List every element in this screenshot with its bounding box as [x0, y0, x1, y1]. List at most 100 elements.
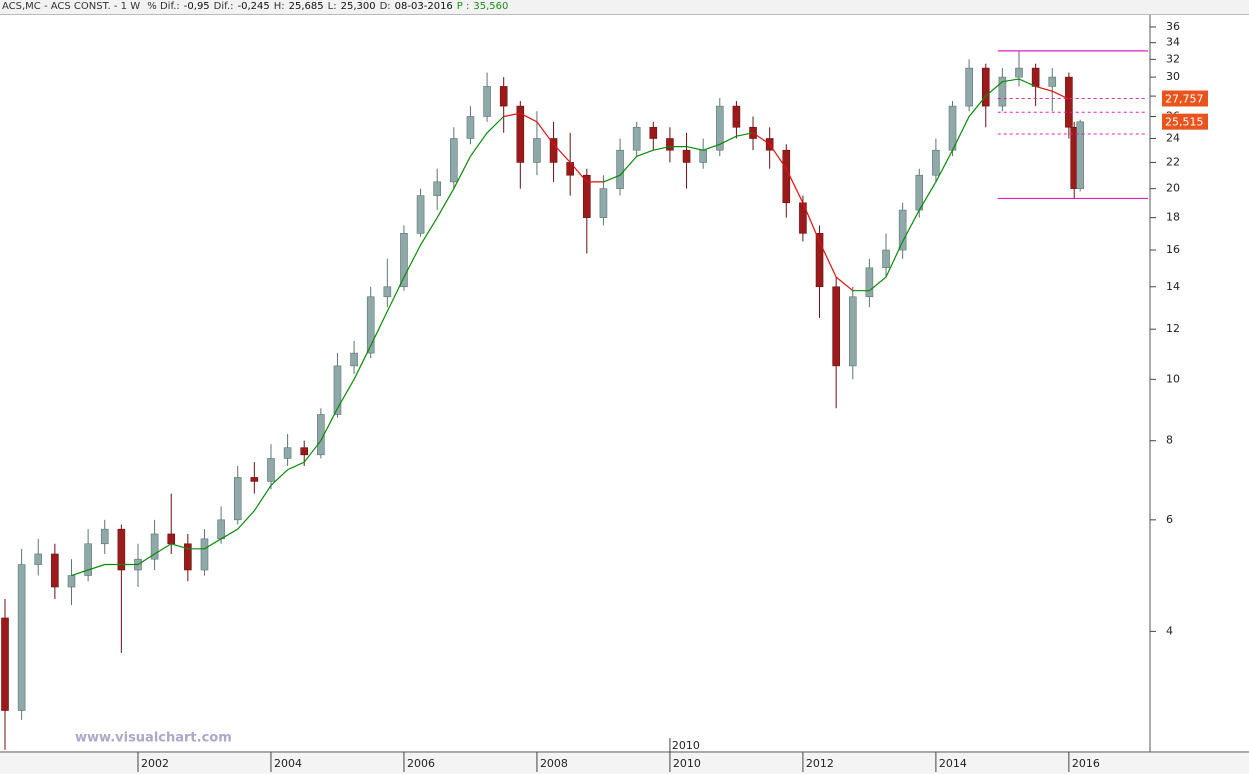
x-axis-band [0, 753, 1249, 774]
candle-body [34, 553, 43, 565]
watermark: www.visualchart.com [75, 731, 232, 746]
candle-body [466, 116, 475, 139]
candle-body [433, 181, 442, 196]
y-tick-label: 8 [1166, 434, 1173, 447]
candle-body [483, 86, 491, 117]
header-label: D: [379, 1, 391, 12]
candle-body [117, 528, 126, 571]
y-tick-label: 30 [1166, 70, 1180, 83]
price-tag-label: 25,515 [1165, 116, 1204, 129]
x-tick-label: 2006 [407, 757, 435, 770]
y-tick-label: 32 [1166, 52, 1180, 65]
header-value: 25,300 [340, 1, 376, 12]
y-tick-label: 18 [1166, 211, 1180, 224]
y-tick-label: 34 [1166, 36, 1180, 49]
candle-body [200, 538, 209, 571]
candle-body [649, 126, 658, 139]
y-tick-label: 10 [1166, 372, 1180, 385]
candle-body [250, 477, 259, 482]
y-tick-label: 16 [1166, 243, 1180, 256]
candle-body [832, 286, 840, 367]
candle-body [998, 76, 1007, 107]
candle-body [599, 188, 608, 218]
price-tag-label: 27,757 [1165, 92, 1204, 105]
candle-body [366, 296, 375, 354]
candle-body [100, 528, 109, 545]
candle-body [333, 365, 342, 415]
candle-body [516, 105, 525, 163]
candle-body [682, 149, 691, 163]
header-value: -0,95 [183, 1, 210, 12]
header-label: P : [456, 1, 470, 12]
header-value: 25,685 [288, 1, 324, 12]
x-tick-label: 2014 [939, 757, 967, 770]
candle-body [882, 249, 890, 269]
candle-body [1, 617, 9, 711]
y-tick-label: 4 [1166, 624, 1173, 637]
candle-body [533, 138, 541, 163]
price-tag [1162, 113, 1208, 130]
x-tick-label: 2002 [141, 757, 169, 770]
candle-body [965, 67, 973, 107]
candle-body [981, 67, 990, 107]
header-label: % Dif.: [147, 1, 180, 12]
candle-body [549, 138, 558, 163]
candle-body [167, 533, 176, 545]
candle-body [815, 233, 824, 288]
candle-body [865, 267, 874, 298]
cursor-label: 2010 [672, 739, 700, 752]
y-tick-label: 24 [1166, 131, 1180, 144]
header-bar: ACS,MC - ACS CONST. - 1 W % Dif.: -0,95 Di… [0, 0, 1249, 15]
candle-body [184, 543, 192, 571]
candle-body [1048, 76, 1057, 87]
plot-area [0, 15, 1150, 752]
x-tick-label: 2016 [1072, 757, 1100, 770]
candle-body [499, 86, 508, 107]
candle-body [848, 296, 857, 367]
candle-body [1031, 67, 1040, 87]
moving-average [71, 78, 1036, 577]
candle-body [732, 105, 741, 128]
candle-body [1076, 121, 1084, 189]
moving-average [503, 85, 1070, 292]
candle-body [715, 105, 724, 151]
candle-body [632, 126, 641, 151]
candle-body [699, 149, 707, 163]
candle-body [583, 174, 591, 218]
y-tick-label: 22 [1166, 155, 1180, 168]
header-value: 08-03-2016 [394, 1, 453, 12]
candle-body [948, 105, 957, 151]
header-label: L: [327, 1, 337, 12]
candle-body [932, 149, 940, 176]
candle-body [1015, 67, 1023, 78]
candle-body [300, 447, 309, 456]
candle-body [383, 286, 392, 298]
candle-body [233, 477, 242, 521]
y-tick-label: 12 [1166, 322, 1180, 335]
x-tick-label: 2008 [540, 757, 568, 770]
header-label: Dif.: [213, 1, 234, 12]
candle-body [350, 352, 358, 367]
price-tag [1162, 90, 1208, 107]
candle-body [17, 564, 26, 711]
candle-body [51, 553, 59, 588]
candle-body [150, 533, 159, 560]
candle-body [1065, 76, 1073, 128]
candle-body [450, 138, 458, 183]
header-label: H: [273, 1, 285, 12]
header-value: 35,560 [473, 1, 509, 12]
candle-body [283, 447, 292, 459]
y-tick-label: 14 [1166, 280, 1180, 293]
y-tick-label: 6 [1166, 513, 1173, 526]
header-title: ACS,MC - ACS CONST. - 1 W [2, 1, 141, 12]
candle-body [217, 519, 225, 540]
candle-body [400, 233, 408, 288]
candle-body [616, 149, 624, 189]
x-tick-label: 2004 [274, 757, 302, 770]
y-tick-label: 36 [1166, 20, 1180, 33]
candle-body [782, 149, 791, 204]
candle-body [67, 575, 76, 588]
header-value: -0,245 [237, 1, 270, 12]
candle-body [666, 138, 674, 151]
